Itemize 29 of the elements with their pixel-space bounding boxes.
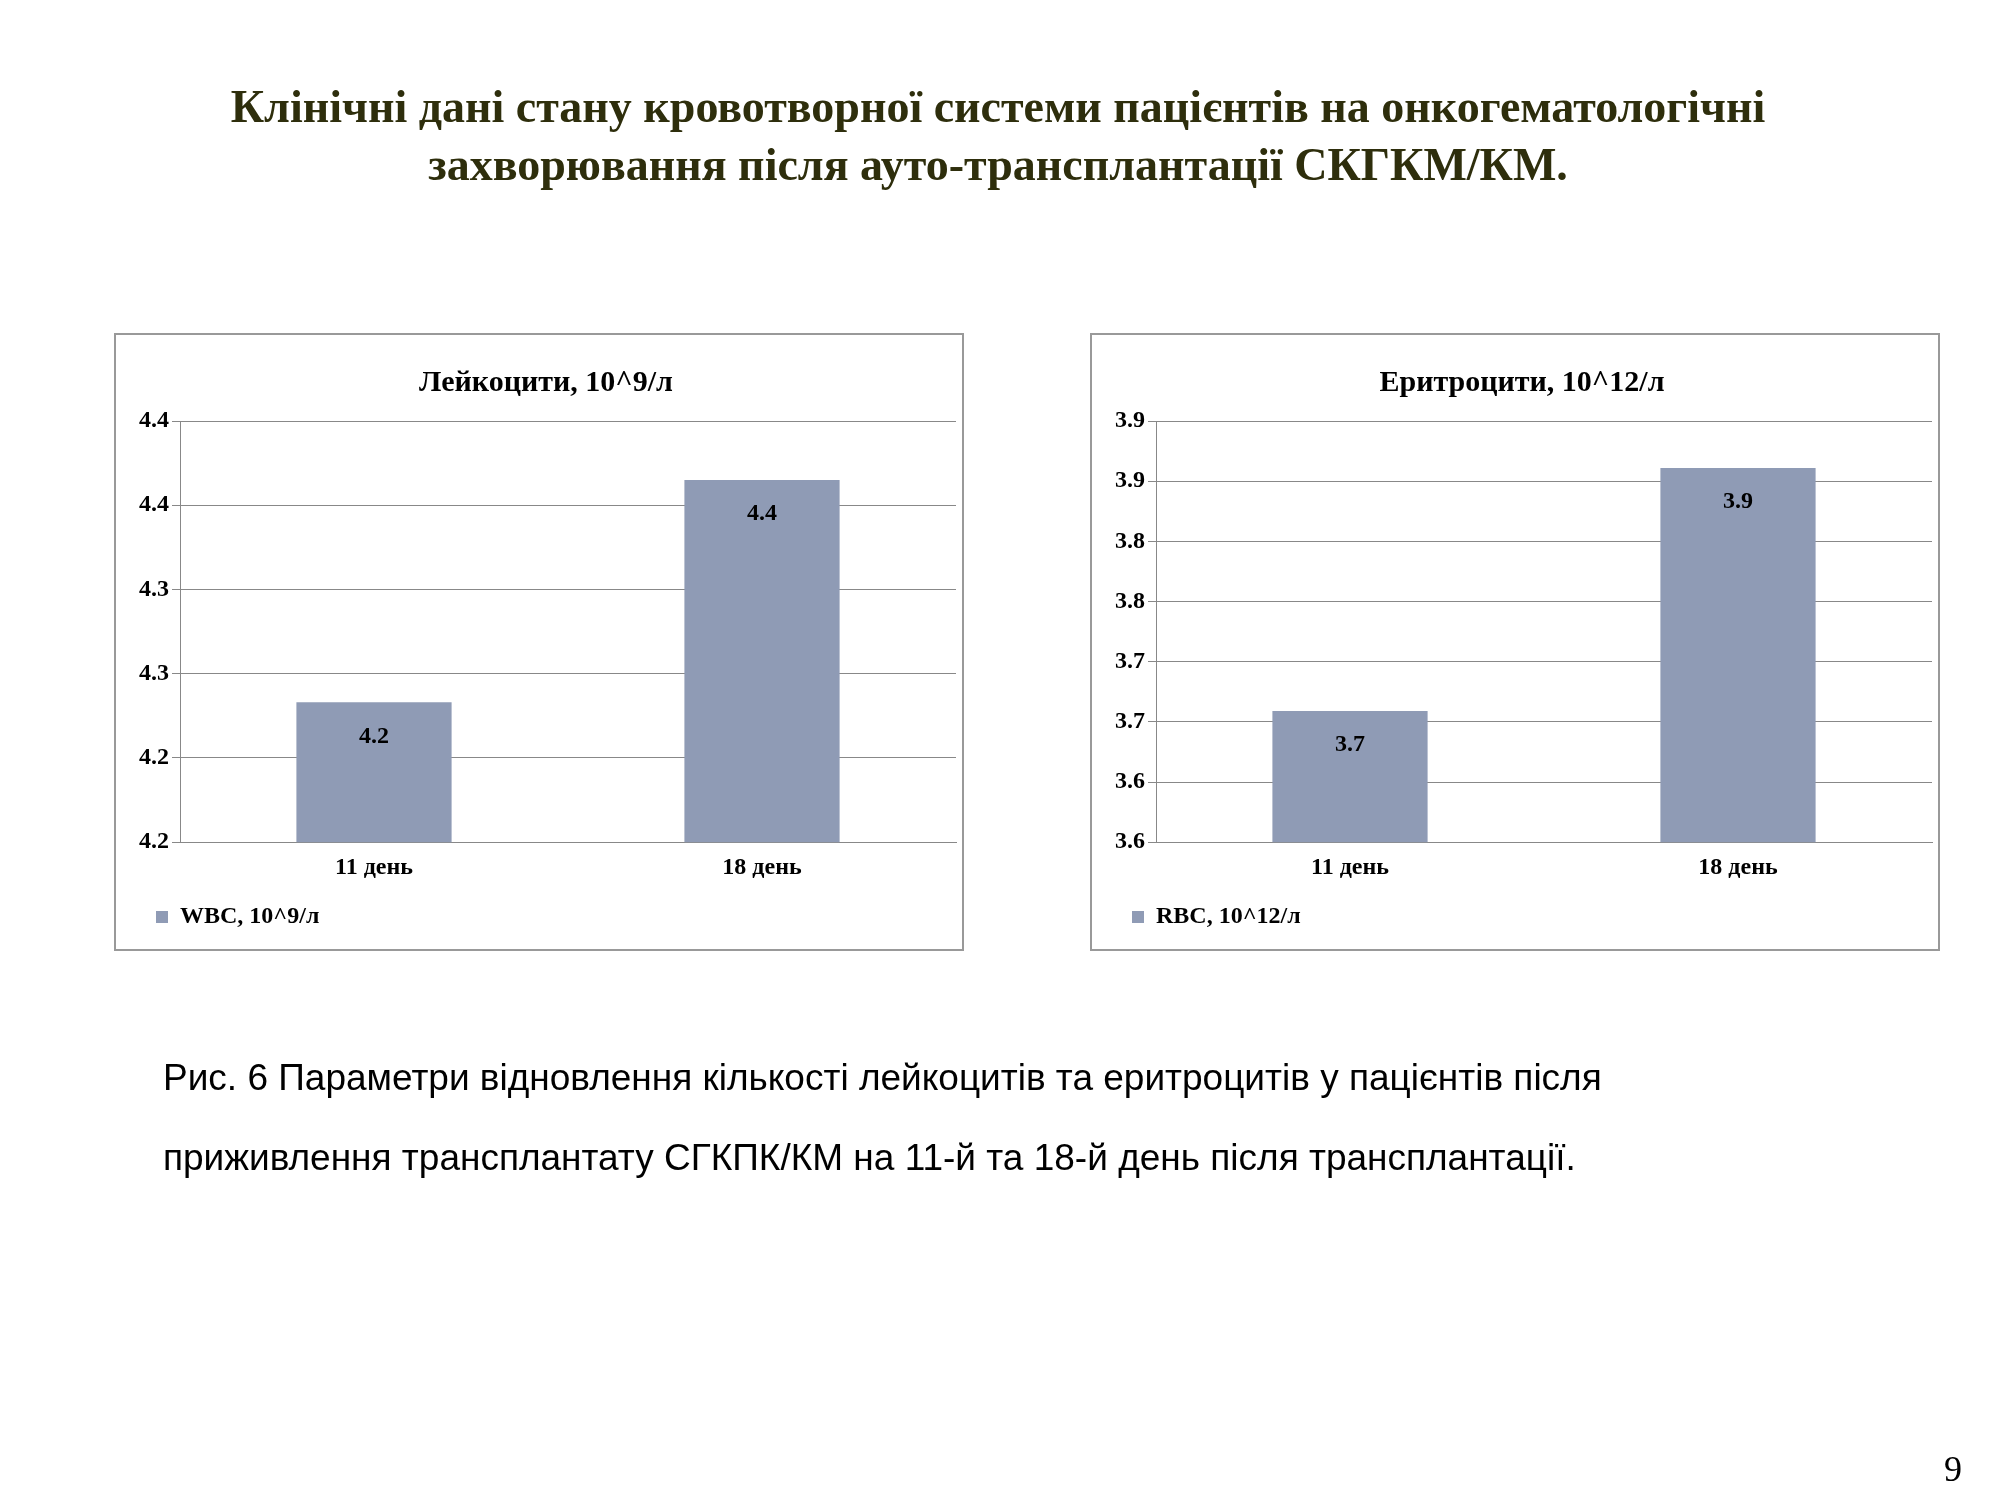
text: 9 [1944,1448,1962,1490]
y-tick-label: 3.6 [1115,827,1145,854]
data-label: 3.9 [1723,487,1753,514]
y-tick-label: 4.3 [139,658,169,685]
data-label: 4.2 [359,721,389,748]
y-tick-label: 3.7 [1115,646,1145,673]
chart-title: Лейкоцити, 10^9/л [419,363,674,397]
x-tick-label: 18 день [722,852,802,879]
y-tick-label: 3.6 [1115,767,1145,794]
y-tick-label: 4.2 [139,743,169,770]
legend-label: RBC, 10^12/л [1156,902,1301,929]
y-tick-label: 3.9 [1115,466,1145,493]
y-tick-label: 4.4 [139,490,169,517]
data-label: 3.7 [1335,730,1365,757]
legend-label: WBC, 10^9/л [180,902,320,929]
y-tick-label: 3.7 [1115,707,1145,734]
y-tick-label: 3.9 [1115,406,1145,433]
text: Рис. 6 Параметри відновлення кількості лейкоцитів та еритроцитів у пацієнтів після приживлення трансплантату СГКПК/КМ на 11-й та 18-й день після трансплантації. [163,1056,1603,1180]
y-tick-label: 4.4 [139,406,169,433]
x-tick-label: 11 день [335,852,414,879]
y-tick-label: 3.8 [1115,586,1145,613]
x-tick-label: 18 день [1698,852,1778,879]
chart-title: Еритроцити, 10^12/л [1379,363,1665,397]
y-tick-label: 4.2 [139,827,169,854]
x-tick-label: 11 день [1311,852,1390,879]
y-tick-label: 4.3 [139,574,169,601]
text: Клінічні дані стану кровотворної системи пацієнтів на онкогематологічні захворювання після ауто-трансплантації СКГКМ/КМ. [229,80,1767,192]
y-tick-label: 3.8 [1115,526,1145,553]
data-label: 4.4 [747,499,777,526]
